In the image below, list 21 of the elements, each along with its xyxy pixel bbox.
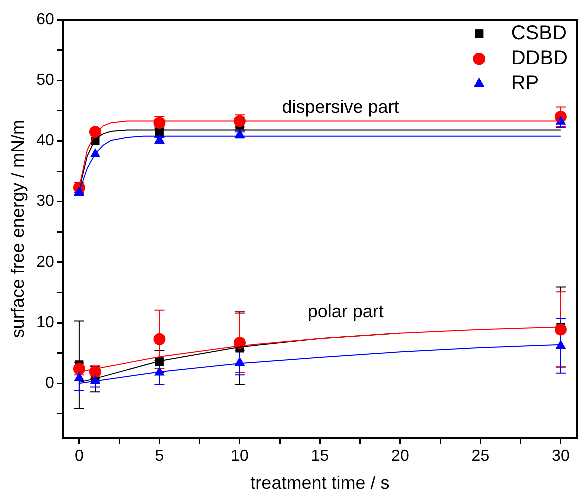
y-tick-label: 10 — [36, 314, 54, 332]
x-tick-label: 5 — [155, 448, 164, 466]
legend-label: CSBD — [511, 22, 567, 45]
x-axis-title: treatment time / s — [250, 473, 390, 494]
x-tick-label: 0 — [74, 448, 84, 466]
legend-label: DDBD — [511, 48, 568, 70]
x-tick-label: 10 — [231, 448, 249, 466]
y-tick-label: 50 — [36, 72, 54, 90]
y-tick-label: 30 — [36, 193, 54, 210]
y-tick-label: 0 — [45, 375, 54, 392]
legend-label: RP — [511, 72, 540, 95]
y-tick-label: 40 — [36, 132, 54, 150]
annotation: polar part — [308, 302, 384, 322]
y-tick-label: 60 — [36, 11, 54, 28]
x-tick-label: 30 — [552, 448, 570, 466]
x-tick-label: 15 — [311, 448, 330, 466]
x-tick-label: 25 — [472, 448, 490, 466]
y-tick-label: 20 — [36, 254, 54, 271]
annotation: dispersive part — [282, 96, 400, 117]
y-axis-title: surface free energy / mN/m — [8, 120, 28, 338]
x-tick-label: 20 — [392, 448, 410, 466]
